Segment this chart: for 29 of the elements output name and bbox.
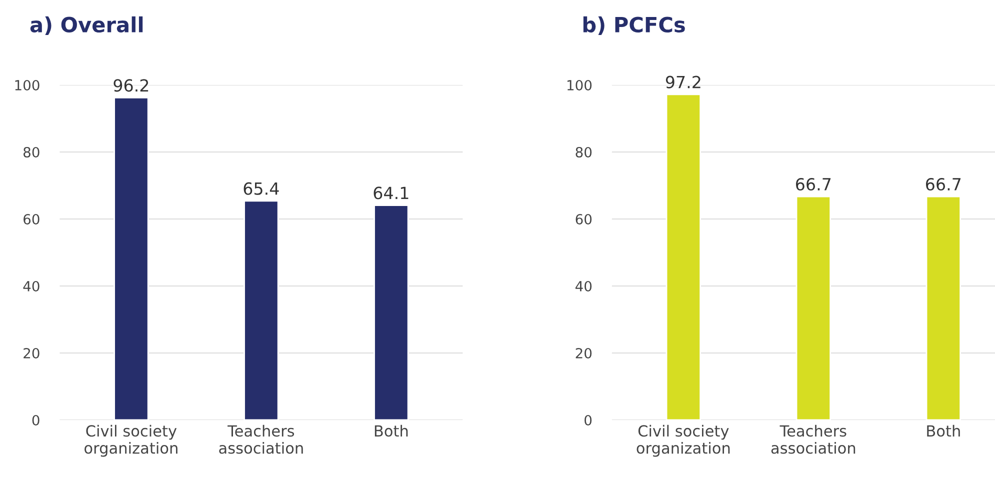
y-tick-label: 40 [575,280,592,292]
data-label: 96.2 [114,79,148,92]
data-label: 65.4 [244,182,279,195]
chart-title: a) Overall [30,16,143,35]
data-label: 97.2 [666,76,700,88]
y-tick-label: 60 [24,214,40,224]
y-tick-label: 40 [23,280,40,292]
x-tick-label: Both [927,424,960,437]
data-label: 66.7 [796,178,831,191]
x-tick-label: Both [374,424,408,437]
y-tick-label: 0 [584,414,592,426]
y-tick-label: 80 [576,146,592,158]
y-tick-label: 20 [576,348,592,358]
x-tick-label: Teachers association [771,424,856,454]
x-tick-label: Teachers association [219,424,303,454]
bar [114,97,149,420]
y-tick-label: 100 [567,80,592,90]
y-tick-label: 60 [576,214,592,224]
bar [374,204,409,420]
y-tick-label: 100 [15,80,40,90]
y-tick-label: 80 [24,146,40,158]
x-tick-label: Civil society organization [636,424,730,457]
x-tick-label: Civil society organization [84,424,178,457]
y-tick-label: 20 [24,348,40,358]
data-label: 66.7 [926,178,961,191]
y-tick-label: 0 [32,414,40,426]
bar [244,200,279,420]
data-label: 64.1 [374,186,408,200]
chart-title: b) PCFCs [583,16,685,35]
